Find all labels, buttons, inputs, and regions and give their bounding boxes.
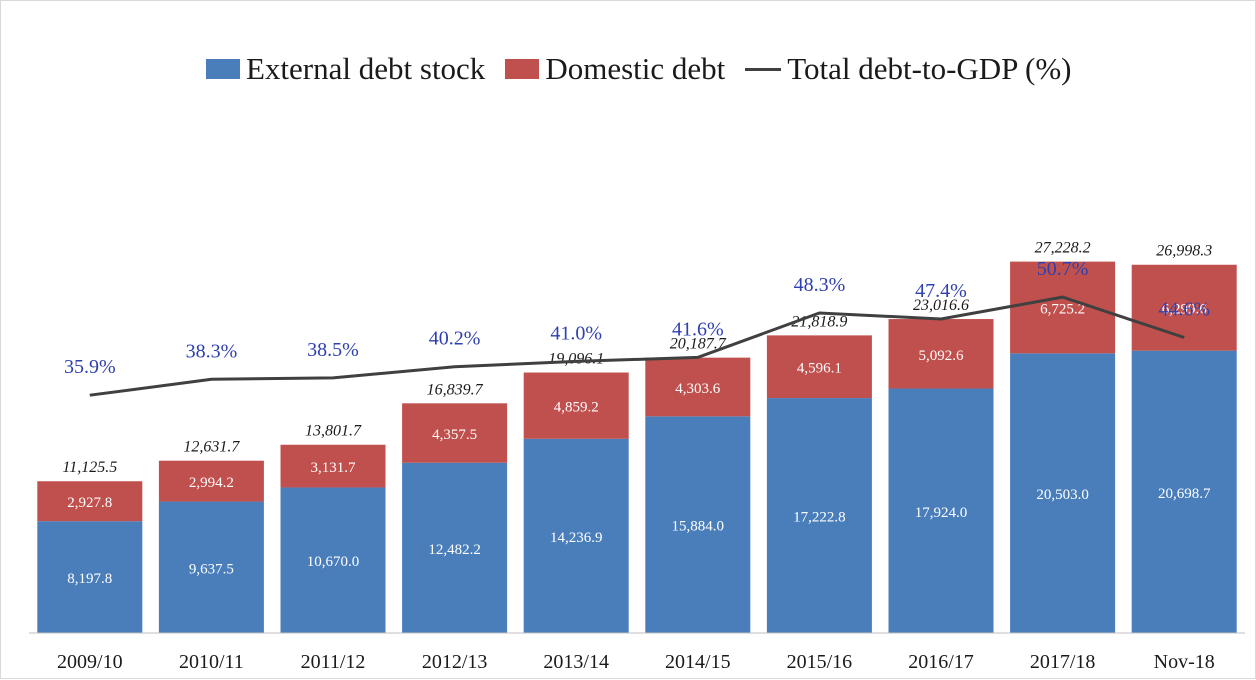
x-tick-label: 2013/14 xyxy=(543,651,609,673)
bar-domestic xyxy=(766,335,872,399)
x-tick-label: 2017/18 xyxy=(1030,651,1096,673)
x-tick-label: 2010/11 xyxy=(179,651,244,673)
bar-external xyxy=(766,398,872,633)
data-label-total: 23,016.6 xyxy=(913,297,969,314)
data-label-total: 21,818.9 xyxy=(791,313,847,330)
data-label-total: 26,998.3 xyxy=(1156,243,1212,260)
legend-label-domestic: Domestic debt xyxy=(545,51,726,86)
x-tick-label: 2009/10 xyxy=(57,651,123,673)
data-label-domestic: 2,927.8 xyxy=(67,495,112,511)
bar-external xyxy=(1131,350,1237,633)
data-label-ratio: 40.2% xyxy=(429,328,481,350)
data-label-total: 19,096.1 xyxy=(548,351,604,368)
legend-line-ratio xyxy=(745,67,782,71)
bar-external xyxy=(158,501,264,633)
data-label-domestic: 4,303.6 xyxy=(675,381,721,397)
data-label-ratio: 50.7% xyxy=(1037,258,1089,280)
x-tick-label: 2011/12 xyxy=(301,651,366,673)
data-label-external: 12,482.2 xyxy=(428,542,481,558)
bar-external xyxy=(280,487,386,633)
x-tick-label: 2016/17 xyxy=(908,651,974,673)
data-label-total: 16,839.7 xyxy=(427,381,484,398)
legend-label-external: External debt stock xyxy=(246,51,486,86)
data-label-domestic: 6,299.6 xyxy=(1162,302,1208,318)
legend-item-ratio: Total debt-to-GDP (%) xyxy=(745,51,1071,87)
data-label-external: 17,924.0 xyxy=(915,505,968,521)
legend-swatch-domestic xyxy=(505,59,540,79)
data-label-external: 17,222.8 xyxy=(793,510,846,526)
data-label-ratio: 47.4% xyxy=(915,280,967,302)
bar-domestic xyxy=(645,357,751,417)
data-label-domestic: 3,131.7 xyxy=(311,460,357,476)
data-label-ratio: 41.6% xyxy=(672,318,724,340)
bar-external xyxy=(402,462,508,633)
data-label-ratio: 38.3% xyxy=(186,340,238,362)
bar-domestic xyxy=(888,319,994,389)
bar-external xyxy=(523,438,629,633)
data-label-external: 9,637.5 xyxy=(189,561,234,577)
data-label-total: 11,125.5 xyxy=(62,459,117,476)
data-label-total: 13,801.7 xyxy=(305,423,362,440)
bar-external xyxy=(37,521,143,633)
bar-external xyxy=(645,416,751,633)
data-label-total: 27,228.2 xyxy=(1035,240,1091,257)
legend-label-ratio: Total debt-to-GDP (%) xyxy=(787,51,1072,86)
data-label-ratio: 38.5% xyxy=(307,339,359,361)
data-label-total: 20,187.7 xyxy=(670,336,727,353)
bar-domestic xyxy=(523,372,629,439)
bar-external xyxy=(888,388,994,633)
bar-domestic xyxy=(37,481,143,522)
data-label-external: 8,197.8 xyxy=(67,571,112,587)
data-label-external: 10,670.0 xyxy=(307,554,360,570)
bar-external xyxy=(1010,353,1116,633)
chart-legend: External debt stock Domestic debt Total … xyxy=(206,49,1091,89)
data-label-external: 15,884.0 xyxy=(672,519,725,535)
x-tick-label: 2012/13 xyxy=(422,651,488,673)
data-label-domestic: 2,994.2 xyxy=(189,475,234,491)
line-debt-to-gdp xyxy=(89,295,1185,397)
data-label-domestic: 6,725.2 xyxy=(1040,301,1085,317)
data-label-domestic: 4,859.2 xyxy=(554,400,599,416)
data-label-external: 20,503.0 xyxy=(1036,487,1089,503)
x-tick-label: 2014/15 xyxy=(665,651,731,673)
data-label-external: 20,698.7 xyxy=(1158,486,1211,502)
x-tick-label: Nov-18 xyxy=(1154,651,1215,673)
bar-domestic xyxy=(158,460,264,502)
data-label-total: 12,631.7 xyxy=(183,439,240,456)
bar-domestic xyxy=(402,403,508,463)
legend-item-external: External debt stock xyxy=(206,51,485,87)
data-label-domestic: 5,092.6 xyxy=(919,348,965,364)
legend-item-domestic: Domestic debt xyxy=(505,51,725,87)
x-tick-label: 2015/16 xyxy=(787,651,853,673)
bar-domestic xyxy=(280,444,386,488)
data-label-ratio: 35.9% xyxy=(64,356,116,378)
data-label-external: 14,236.9 xyxy=(550,530,603,546)
data-label-domestic: 4,596.1 xyxy=(797,361,842,377)
data-label-domestic: 4,357.5 xyxy=(432,427,477,443)
data-label-ratio: 44.6% xyxy=(1158,299,1210,321)
data-label-ratio: 48.3% xyxy=(794,274,846,296)
legend-swatch-external xyxy=(206,59,240,79)
data-label-ratio: 41.0% xyxy=(550,322,602,344)
